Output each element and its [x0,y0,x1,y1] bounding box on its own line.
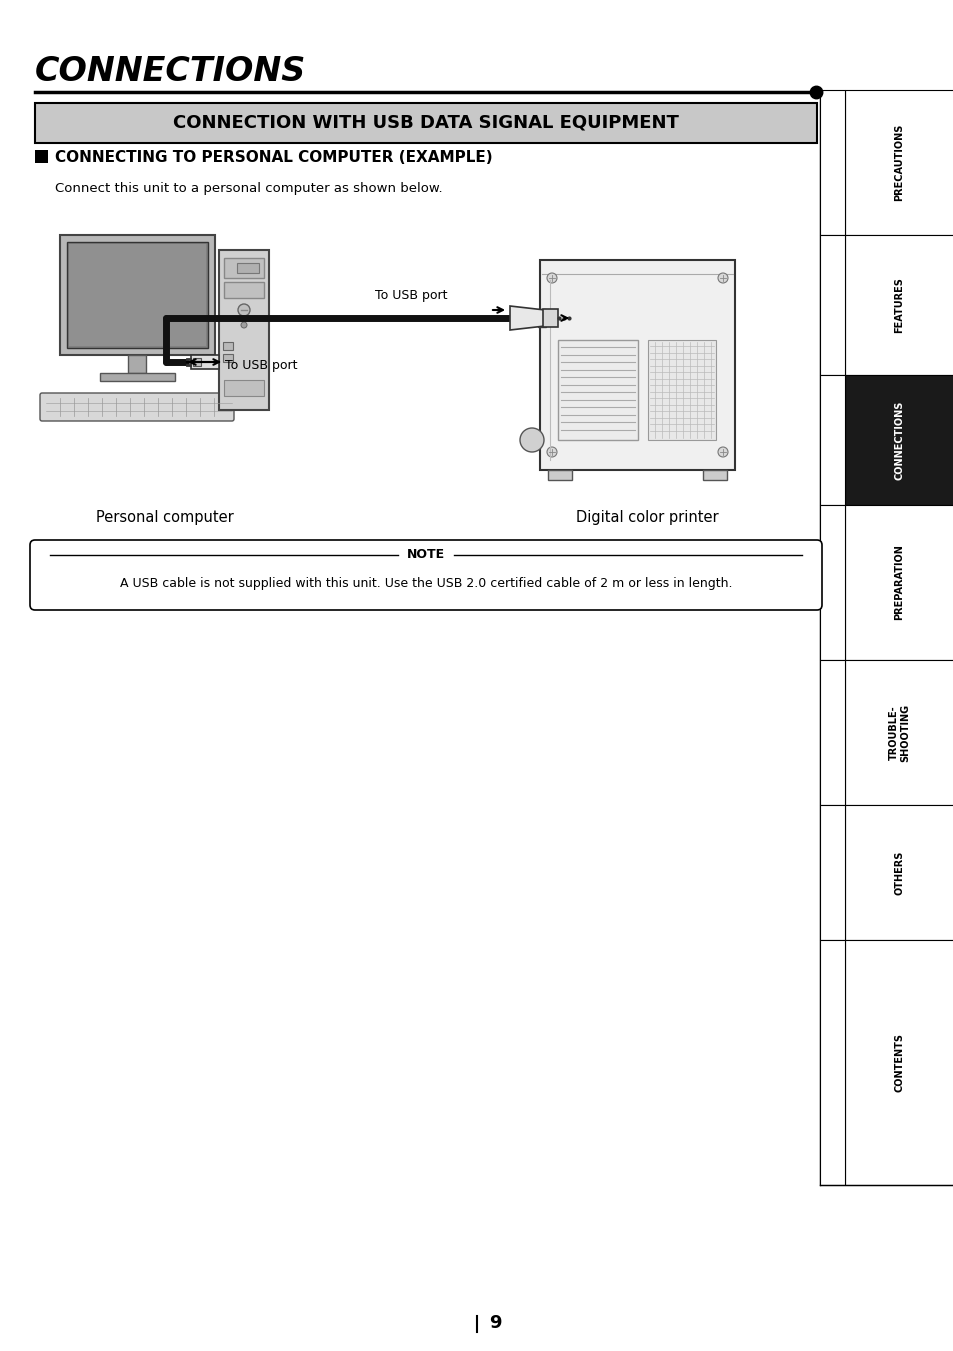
Bar [820,505,844,661]
Bar [224,380,264,396]
Circle shape [519,428,543,453]
Circle shape [241,322,247,328]
Bar [35,150,48,163]
Circle shape [718,273,727,282]
Bar [820,940,844,1185]
Bar [223,342,233,350]
Text: To USB port: To USB port [375,289,447,303]
Bar [844,235,953,376]
Text: CONNECTION WITH USB DATA SIGNAL EQUIPMENT: CONNECTION WITH USB DATA SIGNAL EQUIPMEN… [172,113,679,132]
Text: PREPARATION: PREPARATION [894,544,903,620]
Bar [542,309,558,327]
Circle shape [546,447,557,457]
Bar [193,358,201,366]
Bar [223,354,233,362]
Bar [820,235,844,376]
FancyBboxPatch shape [40,393,233,422]
Bar [547,470,572,480]
Bar [702,470,726,480]
Text: CONNECTIONS: CONNECTIONS [35,55,306,88]
Text: 9: 9 [488,1315,500,1332]
Bar [647,340,716,440]
Bar [844,805,953,940]
Bar [224,258,264,278]
Bar [60,235,214,355]
Bar [224,282,264,299]
Bar [219,250,269,409]
Text: Personal computer: Personal computer [96,509,233,526]
Bar [100,373,174,381]
Bar [558,340,638,440]
Bar [820,91,844,235]
Bar [844,91,953,235]
Text: CONNECTIONS: CONNECTIONS [894,400,903,480]
Text: Connect this unit to a personal computer as shown below.: Connect this unit to a personal computer… [55,182,442,195]
Bar [537,309,545,327]
Polygon shape [510,305,544,330]
Bar [844,505,953,661]
Text: FEATURES: FEATURES [894,277,903,332]
Text: To USB port: To USB port [225,359,297,373]
Bar [820,661,844,805]
Bar [69,245,206,346]
Bar [67,242,208,349]
Text: TROUBLE-
SHOOTING: TROUBLE- SHOOTING [888,704,909,762]
Bar [191,355,219,369]
Bar [820,376,844,505]
Text: OTHERS: OTHERS [894,850,903,894]
Circle shape [237,304,250,316]
Bar [539,259,734,470]
Circle shape [546,273,557,282]
Text: NOTE: NOTE [407,549,445,562]
Text: Digital color printer: Digital color printer [575,509,718,526]
Bar [844,376,953,505]
Bar [844,661,953,805]
Bar [128,355,146,373]
Bar [35,103,816,143]
Text: CONNECTING TO PERSONAL COMPUTER (EXAMPLE): CONNECTING TO PERSONAL COMPUTER (EXAMPLE… [55,150,492,166]
Bar [820,805,844,940]
Text: PRECAUTIONS: PRECAUTIONS [894,124,903,201]
FancyBboxPatch shape [30,540,821,611]
Text: CONTENTS: CONTENTS [894,1034,903,1092]
Bar [236,263,258,273]
Circle shape [718,447,727,457]
Text: A USB cable is not supplied with this unit. Use the USB 2.0 certified cable of 2: A USB cable is not supplied with this un… [120,577,732,589]
Bar [844,940,953,1185]
